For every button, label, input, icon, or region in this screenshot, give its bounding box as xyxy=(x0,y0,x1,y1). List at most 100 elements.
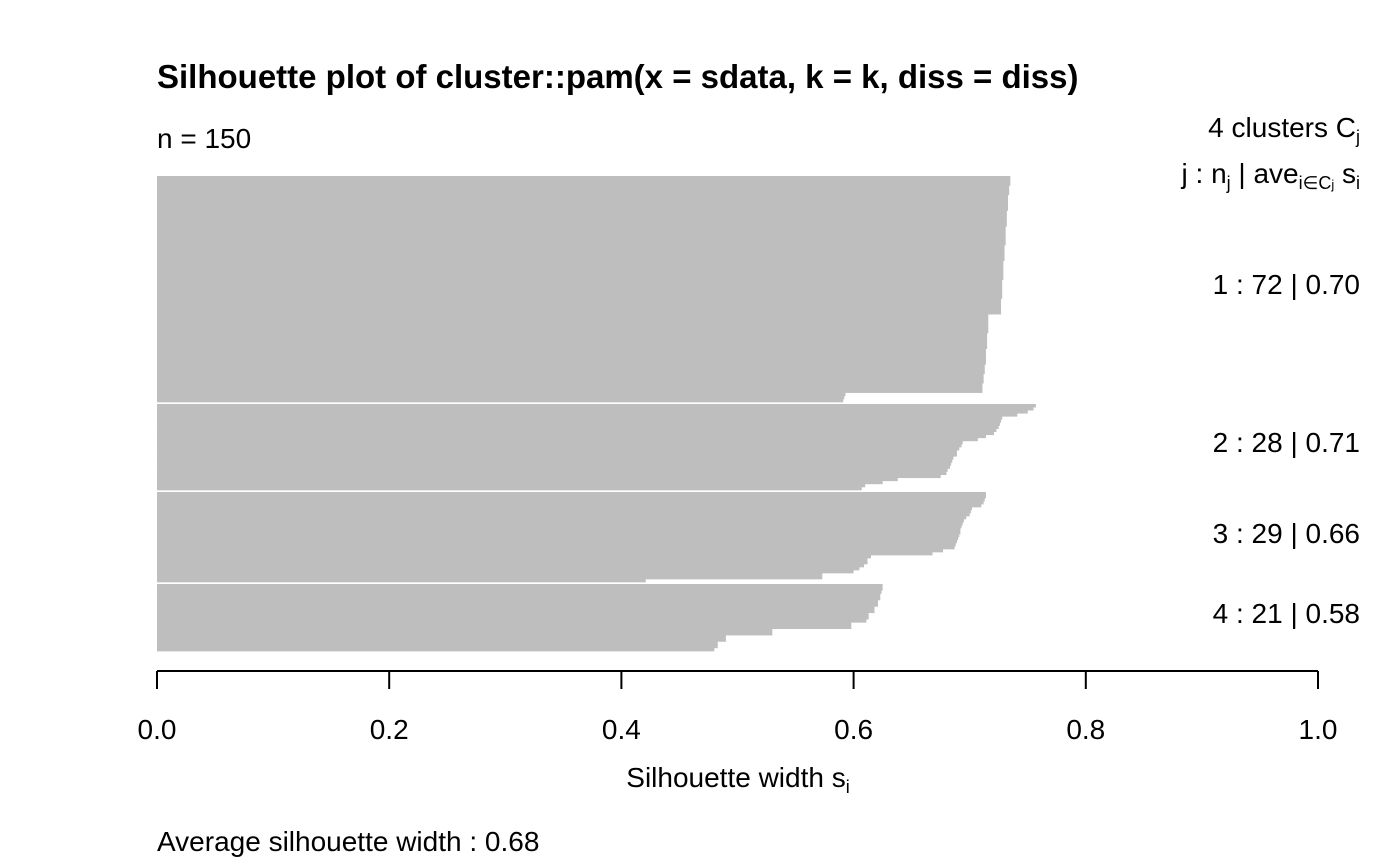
silhouette-bar-c2-1 xyxy=(157,404,1036,408)
silhouette-bar-c2-14 xyxy=(157,443,962,448)
silhouette-bar-c2-10 xyxy=(157,431,995,436)
silhouette-bar-c1-18 xyxy=(157,398,844,403)
silhouette-bar-c3-14 xyxy=(157,537,959,541)
silhouette-bar-c2-21 xyxy=(157,468,948,472)
silhouette-bar-c2-24 xyxy=(157,477,898,482)
silhouette-bar-c3-9 xyxy=(157,519,964,523)
silhouette-bar-c1-3 xyxy=(157,194,1009,211)
silhouette-bar-c1-12 xyxy=(157,348,986,365)
silhouette-bar-c3-23 xyxy=(157,567,860,571)
silhouette-bar-c4-8 xyxy=(157,622,852,630)
x-tick-label-0: 0.0 xyxy=(138,714,177,745)
silhouette-bar-c3-8 xyxy=(157,516,967,520)
silhouette-bar-c1-8 xyxy=(157,279,1003,299)
silhouette-bar-c1-9 xyxy=(157,298,1002,315)
legend-clusters-header: 4 clusters Cj xyxy=(1208,112,1360,147)
average-silhouette-width: Average silhouette width : 0.68 xyxy=(157,826,540,857)
silhouette-bar-c1-7 xyxy=(157,260,1004,280)
silhouette-bar-c4-5 xyxy=(157,606,875,614)
silhouette-bar-c3-4 xyxy=(157,504,982,508)
silhouette-bar-c2-19 xyxy=(157,462,952,466)
silhouette-bar-c2-18 xyxy=(157,459,953,463)
silhouette-bar-c2-26 xyxy=(157,483,866,488)
silhouette-bar-c3-22 xyxy=(157,564,865,568)
silhouette-bar-c3-15 xyxy=(157,540,957,544)
silhouette-bar-c2-16 xyxy=(157,450,957,457)
silhouette-bar-c3-20 xyxy=(157,555,872,559)
silhouette-bar-c3-7 xyxy=(157,513,970,517)
silhouette-bar-c1-14 xyxy=(157,373,984,384)
silhouette-bar-c1-16 xyxy=(157,392,846,397)
silhouette-bar-c2-11 xyxy=(157,434,986,439)
silhouette-bar-c3-1 xyxy=(157,492,986,499)
silhouette-bar-c3-13 xyxy=(157,534,960,538)
silhouette-bar-c4-12 xyxy=(157,647,715,652)
silhouette-bar-c4-11 xyxy=(157,641,718,649)
n-label: n = 150 xyxy=(157,123,252,154)
silhouette-bar-c3-2 xyxy=(157,498,985,502)
silhouette-bar-c3-25 xyxy=(157,573,823,580)
silhouette-bar-c1-6 xyxy=(157,245,1005,262)
silhouette-bar-c2-3 xyxy=(157,410,1028,414)
silhouette-bar-c3-26 xyxy=(157,579,646,583)
silhouette-bar-c3-11 xyxy=(157,525,962,529)
silhouette-bar-c2-23 xyxy=(157,474,941,479)
silhouette-bar-c2-5 xyxy=(157,416,1003,420)
silhouette-bar-c2-12 xyxy=(157,437,978,442)
silhouette-bar-c1-10 xyxy=(157,314,989,334)
x-axis: 0.0 0.2 0.4 0.6 0.8 1.0 xyxy=(138,670,1338,745)
silhouette-bar-c4-9 xyxy=(157,628,773,636)
silhouette-bar-c3-16 xyxy=(157,543,956,547)
silhouette-bar-c2-27 xyxy=(157,486,862,491)
silhouette-bar-c2-22 xyxy=(157,471,947,475)
silhouette-bar-c1-11 xyxy=(157,332,988,349)
silhouette-bar-c3-24 xyxy=(157,570,854,574)
x-tick-label-2: 0.4 xyxy=(602,714,641,745)
silhouette-bar-c3-5 xyxy=(157,507,973,511)
silhouette-bar-c1-15 xyxy=(157,383,983,393)
silhouette-bar-c2-2 xyxy=(157,407,1034,411)
silhouette-bar-c2-7 xyxy=(157,422,1000,426)
x-tick-label-3: 0.6 xyxy=(834,714,873,745)
cluster-label-3: 3 : 29 | 0.66 xyxy=(1212,518,1360,549)
silhouette-bar-c3-18 xyxy=(157,549,943,553)
silhouette-bar-c3-6 xyxy=(157,510,971,514)
x-tick-label-1: 0.2 xyxy=(370,714,409,745)
legend-columns-header: j : nj | avei∈Cj si xyxy=(1181,158,1360,193)
cluster-label-1: 1 : 72 | 0.70 xyxy=(1212,269,1360,300)
silhouette-bar-c1-17 xyxy=(157,395,845,400)
silhouette-bar-c3-10 xyxy=(157,522,963,526)
x-tick-label-5: 1.0 xyxy=(1299,714,1338,745)
silhouette-bar-c1-13 xyxy=(157,364,985,375)
silhouette-bar-c2-4 xyxy=(157,413,1018,417)
x-axis-label: Silhouette width si xyxy=(626,762,850,797)
silhouette-bar-c2-6 xyxy=(157,419,1002,423)
silhouette-bar-c2-17 xyxy=(157,456,954,460)
silhouette-bar-c3-17 xyxy=(157,546,955,550)
silhouette-bar-c4-10 xyxy=(157,635,726,642)
silhouette-bar-c4-2 xyxy=(157,590,882,594)
silhouette-bar-c1-5 xyxy=(157,226,1006,246)
silhouette-bar-c2-15 xyxy=(157,447,960,451)
silhouette-bar-c2-13 xyxy=(157,440,963,445)
silhouette-bar-c1-1 xyxy=(157,176,1011,186)
silhouette-bar-c3-19 xyxy=(157,552,933,556)
silhouette-bar-c1-4 xyxy=(157,210,1007,227)
cluster-label-4: 4 : 21 | 0.58 xyxy=(1212,598,1360,629)
cluster-label-2: 2 : 28 | 0.71 xyxy=(1212,427,1360,458)
silhouette-bar-c4-3 xyxy=(157,593,881,601)
silhouette-bar-c2-8 xyxy=(157,425,999,429)
silhouette-bar-c4-6 xyxy=(157,612,869,620)
silhouette-bar-c3-21 xyxy=(157,558,868,565)
chart-title: Silhouette plot of cluster::pam(x = sdat… xyxy=(157,58,1079,95)
silhouette-bar-c4-4 xyxy=(157,599,878,607)
silhouette-bars xyxy=(157,176,1036,652)
silhouette-bar-c4-1 xyxy=(157,584,883,591)
silhouette-bar-c3-12 xyxy=(157,528,961,535)
x-tick-label-4: 0.8 xyxy=(1066,714,1105,745)
silhouette-bar-c4-7 xyxy=(157,619,867,623)
silhouette-bar-c3-3 xyxy=(157,501,984,505)
silhouette-bar-c1-2 xyxy=(157,185,1010,196)
silhouette-bar-c2-9 xyxy=(157,428,997,432)
